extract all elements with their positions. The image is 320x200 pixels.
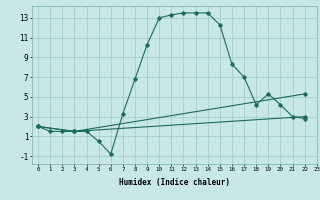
X-axis label: Humidex (Indice chaleur): Humidex (Indice chaleur) — [119, 178, 230, 187]
